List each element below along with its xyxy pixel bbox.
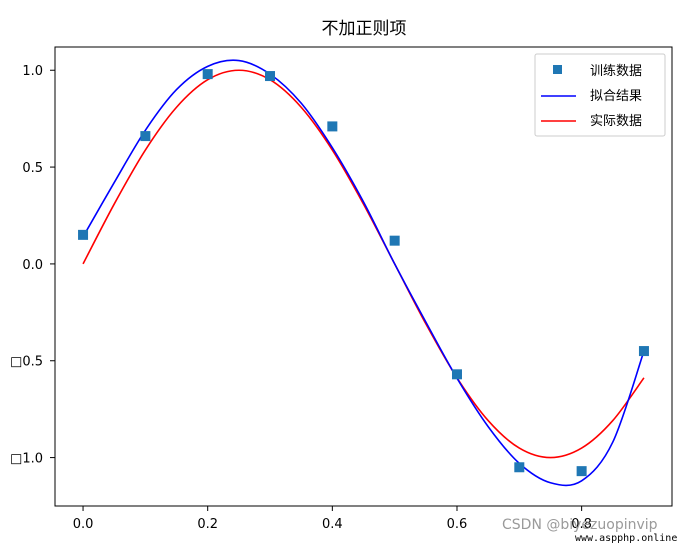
train-data-point bbox=[140, 131, 151, 142]
y-tick-label: 0.0 bbox=[22, 258, 43, 273]
series-line-fit bbox=[82, 59, 645, 487]
train-data-point bbox=[514, 462, 525, 473]
x-tick-label: 0.8 bbox=[571, 517, 592, 532]
x-tick-label: 0.0 bbox=[73, 517, 94, 532]
train-data-point bbox=[451, 369, 462, 380]
legend-marker-train bbox=[553, 65, 562, 74]
y-tick-label: □0.5 bbox=[10, 355, 43, 370]
plot-frame bbox=[54, 46, 673, 507]
watermark-text: CSDN @biyezuopinvip bbox=[502, 517, 658, 533]
x-tick-label: 0.4 bbox=[322, 517, 343, 532]
x-tick-label: 0.6 bbox=[447, 517, 468, 532]
train-data-point bbox=[638, 346, 649, 357]
train-data-point bbox=[576, 466, 587, 477]
legend-label-train: 训练数据 bbox=[590, 64, 642, 79]
legend: 训练数据 拟合结果 实际数据 bbox=[534, 53, 666, 137]
train-data-point bbox=[202, 69, 213, 80]
train-data-point bbox=[265, 71, 276, 82]
chart-title: 不加正则项 bbox=[322, 19, 407, 39]
train-data-point bbox=[389, 235, 400, 246]
train-data-point bbox=[327, 121, 338, 132]
series-line-actual bbox=[82, 69, 645, 459]
y-tick-label: 0.5 bbox=[22, 161, 43, 176]
watermark-site: www.aspphp.online bbox=[575, 533, 677, 543]
legend-box bbox=[534, 53, 666, 137]
y-tick-label: 1.0 bbox=[22, 64, 43, 79]
legend-label-fit: 拟合结果 bbox=[590, 89, 642, 104]
y-tick-label: □1.0 bbox=[10, 452, 43, 467]
legend-label-actual: 实际数据 bbox=[590, 114, 642, 129]
x-tick-label: 0.2 bbox=[197, 517, 218, 532]
train-data-point bbox=[78, 229, 89, 240]
